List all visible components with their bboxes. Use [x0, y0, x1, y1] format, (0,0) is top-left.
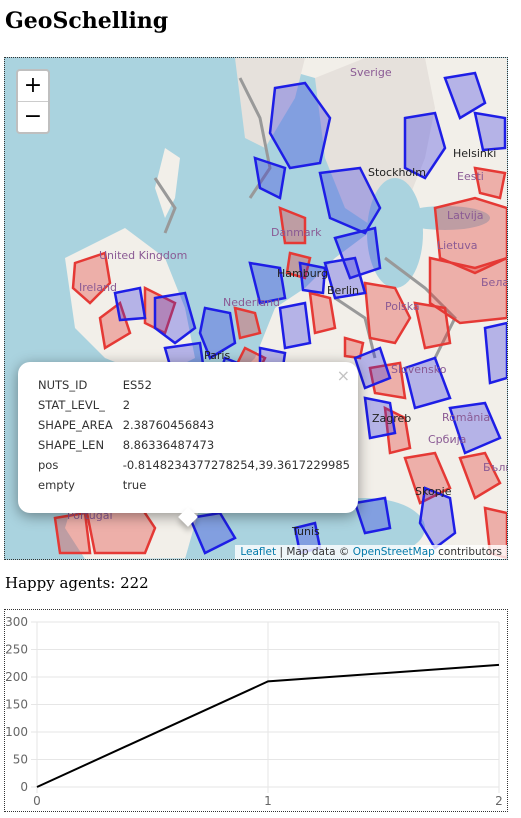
place-label: Tunis: [292, 525, 320, 538]
x-tick-label: 0: [33, 794, 41, 808]
attribution-separator: | Map data ©: [276, 546, 353, 558]
property-key: pos: [38, 458, 59, 472]
place-label: Skopje: [415, 485, 452, 498]
property-value: true: [122, 478, 147, 492]
property-row: SHAPE_AREA 2.38760456843: [38, 415, 358, 435]
close-icon[interactable]: ×: [336, 366, 350, 385]
place-label: Nederland: [223, 296, 281, 309]
y-tick-label: 100: [5, 725, 28, 739]
y-tick-label: 250: [5, 643, 28, 657]
place-label: Zagreb: [372, 412, 412, 425]
y-tick-label: 50: [13, 753, 28, 767]
chart-canvas: 0 50 100 150 200 250 300 0 1 2: [5, 615, 503, 808]
property-row: empty true: [38, 475, 358, 495]
property-value: 2: [122, 398, 131, 412]
place-label: Helsinki: [453, 147, 497, 160]
region-popup: × NUTS_ID ES52 STAT_LEVL_ 2 SHAPE_AREA 2.38…: [18, 362, 358, 527]
property-key: STAT_LEVL_: [38, 398, 105, 412]
map[interactable]: Sverige Helsinki Stockholm Eesti Latvija…: [4, 57, 508, 560]
place-label: Slovensko: [391, 363, 447, 376]
place-label: Berlin: [327, 284, 359, 297]
place-label: Бела: [481, 276, 508, 289]
map-canvas[interactable]: [5, 58, 507, 559]
property-key: SHAPE_LEN: [38, 438, 105, 452]
y-tick-label: 0: [20, 780, 28, 794]
place-label: Stockholm: [368, 166, 426, 179]
place-label: Sverige: [350, 66, 392, 79]
property-key: empty: [38, 478, 75, 492]
y-tick-label: 300: [5, 615, 28, 629]
happy-agents-chart: 0 50 100 150 200 250 300 0 1 2: [4, 609, 508, 812]
property-row: pos -0.8148234377278254,39.3617229985: [38, 455, 358, 475]
y-tick-label: 150: [5, 698, 28, 712]
place-label: Eesti: [457, 170, 484, 183]
page-title: GeoSchelling: [5, 8, 169, 34]
property-value: ES52: [122, 378, 152, 392]
attribution-tail: contributors: [434, 546, 502, 558]
property-value: 2.38760456843: [122, 418, 215, 432]
place-label: Latvija: [447, 209, 484, 222]
map-attribution: Leaflet | Map data © OpenStreetMap contr…: [235, 545, 507, 559]
osm-link[interactable]: OpenStreetMap: [352, 546, 435, 558]
place-label: România: [442, 411, 491, 424]
place-label: Paris: [204, 349, 231, 362]
x-tick-label: 1: [264, 794, 272, 808]
place-label: България: [483, 461, 507, 474]
place-label: Lietuva: [437, 239, 478, 252]
y-tick-label: 200: [5, 670, 28, 684]
property-value: 8.86336487473: [122, 438, 215, 452]
popup-properties-table: NUTS_ID ES52 STAT_LEVL_ 2 SHAPE_AREA 2.3876…: [38, 375, 358, 495]
place-label: Polska: [385, 300, 420, 313]
zoom-in-button[interactable]: +: [23, 73, 43, 98]
happy-agents-count: Happy agents: 222: [5, 574, 149, 592]
place-label: Hamburg: [277, 267, 328, 280]
property-row: NUTS_ID ES52: [38, 375, 358, 395]
property-key: NUTS_ID: [38, 378, 88, 392]
x-tick-label: 2: [495, 794, 503, 808]
zoom-out-button[interactable]: −: [18, 101, 48, 132]
property-row: STAT_LEVL_ 2: [38, 395, 358, 415]
happy-agents-line: [36, 663, 500, 788]
property-key: SHAPE_AREA: [38, 418, 113, 432]
property-row: SHAPE_LEN 8.86336487473: [38, 435, 358, 455]
property-value: -0.8148234377278254,39.3617229985: [122, 458, 350, 472]
place-label: United Kingdom: [99, 249, 188, 262]
place-label: Србија: [428, 433, 467, 446]
leaflet-link[interactable]: Leaflet: [240, 546, 277, 558]
zoom-control: + −: [16, 69, 50, 134]
place-label: Ireland: [79, 281, 118, 294]
place-label: Danmark: [271, 226, 322, 239]
